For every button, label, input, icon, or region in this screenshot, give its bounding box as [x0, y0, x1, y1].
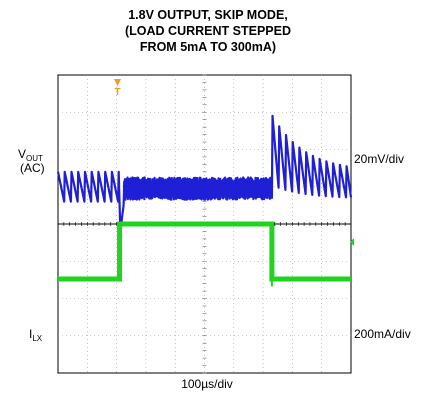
- trigger-marker: T: [114, 79, 121, 98]
- chart-title-line-1: 1.8V OUTPUT, SKIP MODE,: [128, 8, 288, 22]
- chart-title-line-3: FROM 5mA TO 300mA): [140, 40, 276, 54]
- trace-layer: [56, 114, 354, 287]
- ilx-label: ILX: [29, 327, 43, 343]
- chart-title-line-2: (LOAD CURRENT STEPPED: [125, 24, 291, 38]
- ilx-scale-label: 200mA/div: [354, 327, 411, 341]
- vout-ac-label: (AC): [20, 161, 45, 175]
- svg-text:T: T: [114, 87, 120, 98]
- vout-label: VOUT: [18, 147, 43, 163]
- ilx-offset-marker: [350, 237, 354, 246]
- x-axis-label: 100µs/div: [181, 377, 233, 391]
- vout-trace: [56, 114, 353, 235]
- vout-scale-label: 20mV/div: [354, 152, 404, 166]
- ilx-trace: [58, 221, 351, 282]
